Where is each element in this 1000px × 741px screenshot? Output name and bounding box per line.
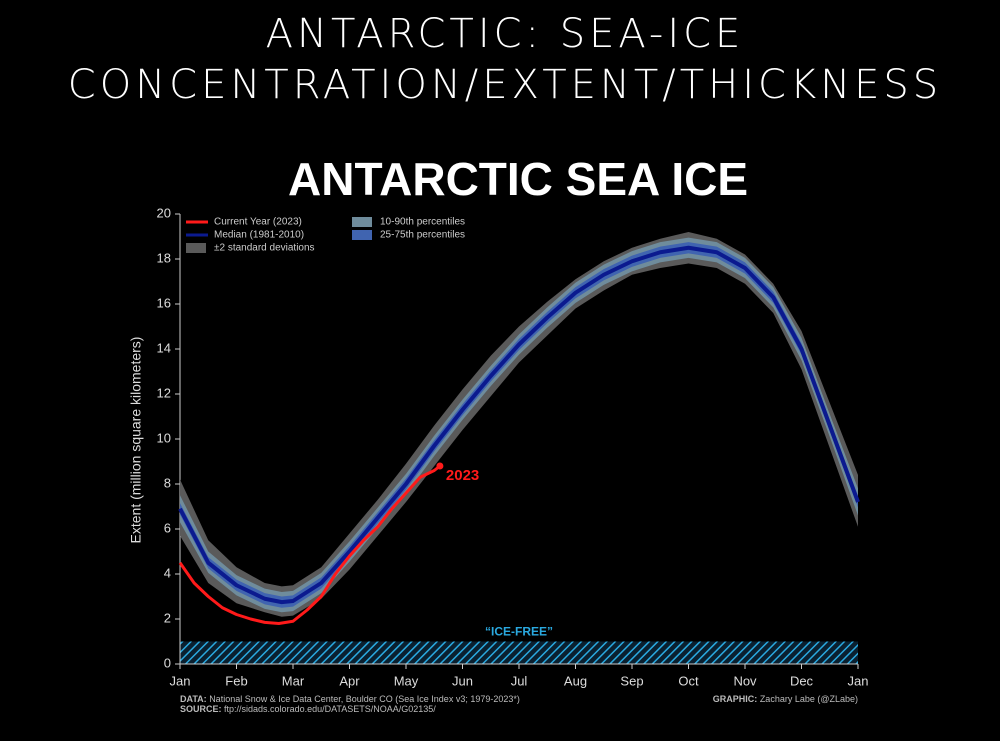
x-tick-label: Dec [790,673,814,688]
x-tick-label: Oct [678,673,699,688]
x-tick-label: Jan [170,673,191,688]
y-tick-label: 0 [164,655,171,670]
footer-text: Zachary Labe (@ZLabe) [760,694,858,704]
legend-swatch [186,243,206,253]
footer-key: DATA: [180,694,207,704]
y-tick-label: 2 [164,610,171,625]
x-tick-label: Jan [848,673,869,688]
header-title: ANTARCTIC: SEA-ICE [266,11,745,57]
footer-key: SOURCE: [180,704,222,714]
y-tick-label: 18 [157,250,171,265]
band [180,242,858,608]
footer-source: SOURCE: ftp://sidads.colorado.edu/DATASE… [180,704,436,714]
y-tick-label: 8 [164,475,171,490]
legend-label: 25-75th percentiles [380,230,465,241]
x-tick-label: Jun [452,673,473,688]
y-tick-label: 14 [157,340,171,355]
chart-title: ANTARCTIC SEA ICE [288,153,748,205]
footer-data: DATA: National Snow & Ice Data Center, B… [180,694,520,704]
ice-free-zone [180,641,858,664]
x-tick-label: Mar [282,673,305,688]
series-line [178,245,860,605]
legend-label: 10-90th percentiles [380,217,465,228]
legend-swatch [352,217,372,227]
series-line [178,464,441,625]
x-tick-label: Feb [225,673,247,688]
x-tick-label: Nov [733,673,757,688]
band [180,232,858,617]
footer-key: GRAPHIC: [713,694,758,704]
legend-swatch [352,230,372,240]
legend-label: Current Year (2023) [214,217,302,228]
y-tick-label: 10 [157,430,171,445]
x-tick-label: Sep [620,673,643,688]
y-tick-label: 6 [164,520,171,535]
x-tick-label: May [394,673,419,688]
footer-text: ftp://sidads.colorado.edu/DATASETS/NOAA/… [224,704,436,714]
header-title: CONCENTRATION/EXTENT/THICKNESS [68,62,942,108]
end-label: 2023 [446,467,479,484]
y-axis-label: Extent (million square kilometers) [128,337,144,544]
x-tick-label: Apr [339,673,360,688]
x-tick-label: Aug [564,673,587,688]
end-marker [436,462,444,470]
y-tick-label: 16 [157,295,171,310]
legend-label: Median (1981-2010) [214,230,304,241]
y-tick-label: 4 [164,565,171,580]
ice-free-label: “ICE-FREE” [485,625,553,639]
y-tick-label: 12 [157,385,171,400]
x-tick-label: Jul [511,673,528,688]
legend-label: ±2 standard deviations [214,243,315,254]
footer-text: National Snow & Ice Data Center, Boulder… [209,694,520,704]
footer-graphic: GRAPHIC: Zachary Labe (@ZLabe) [713,694,858,704]
y-tick-label: 20 [157,205,171,220]
